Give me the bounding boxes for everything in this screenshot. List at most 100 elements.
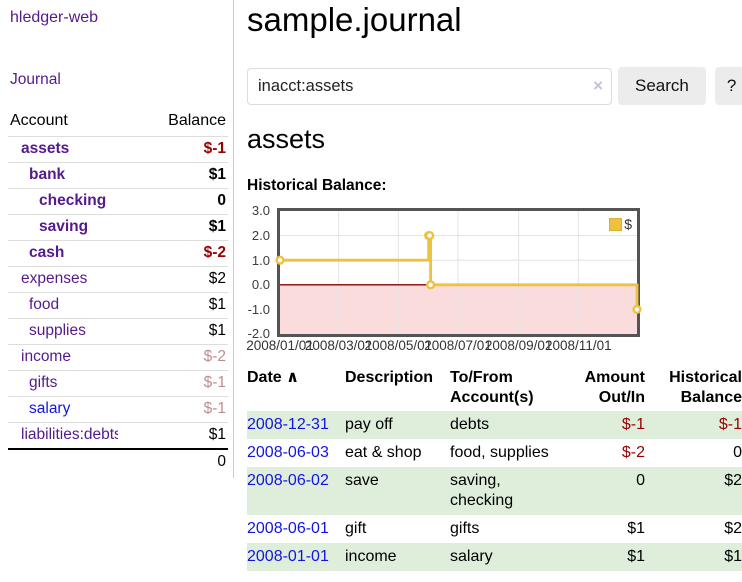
account-balance: $-2 (118, 344, 228, 371)
x-tick-label: 2008/09/01 (484, 338, 553, 354)
y-tick-label: 0.0 (251, 277, 270, 293)
transaction-balance: 0 (733, 444, 742, 462)
account-row: expenses $2 (8, 266, 228, 293)
account-link-food[interactable]: food (29, 296, 60, 313)
accounts-header-row: Account Balance (8, 109, 228, 137)
account-row: income $-2 (8, 344, 228, 371)
chart-y-axis-labels: 3.0 2.0 1.0 0.0 -1.0 -2.0 (241, 203, 270, 341)
y-tick-label: 2.0 (251, 227, 270, 243)
transaction-description: income (345, 548, 397, 566)
chart-plot-area[interactable]: $ (275, 208, 642, 338)
account-link-supplies[interactable]: supplies (29, 322, 86, 339)
transaction-balance: $-1 (718, 416, 742, 434)
account-balance: $-2 (118, 240, 228, 267)
account-balance: $-1 (118, 396, 228, 423)
register-header-account: To/From Account(s) (450, 369, 534, 407)
account-row: bank $1 (8, 162, 228, 189)
accounts-table: Account Balance assets $-1 bank $1 check… (8, 109, 228, 475)
account-heading: assets (247, 124, 326, 155)
transaction-date-link[interactable]: 2008-01-01 (247, 548, 329, 566)
account-link-expenses[interactable]: expenses (21, 270, 88, 287)
register-header-date[interactable]: Date ∧ (247, 369, 300, 387)
account-link-assets[interactable]: assets (21, 140, 70, 157)
transaction-amount: $1 (627, 548, 645, 566)
x-tick-label: 2008/05/01 (364, 338, 433, 354)
account-row: salary $-1 (8, 396, 228, 423)
transaction-balance: $1 (724, 548, 742, 566)
register-row[interactable]: 2008-06-01 gift gifts $1 $2 (247, 515, 742, 543)
transaction-balance: $2 (724, 520, 742, 538)
register-row[interactable]: 2008-06-02 save saving, checking 0 $2 (247, 467, 742, 516)
account-link-saving[interactable]: saving (39, 218, 89, 235)
account-link-checking[interactable]: checking (39, 192, 107, 209)
account-link-salary[interactable]: salary (29, 400, 71, 417)
account-row: supplies $1 (8, 318, 228, 345)
register-row[interactable]: 2008-01-01 income salary $1 $1 (247, 543, 742, 572)
accounts-header-account: Account (10, 112, 68, 129)
clear-search-icon[interactable]: × (593, 75, 603, 95)
transaction-accounts: gifts (450, 520, 480, 538)
x-tick-label: 2008/01/01 (246, 338, 314, 354)
transaction-amount: $1 (627, 520, 645, 538)
account-balance: $1 (118, 292, 228, 319)
transaction-accounts: food, supplies (450, 444, 549, 462)
app-title-link[interactable]: hledger-web (10, 9, 99, 26)
accounts-total-row: 0 (8, 448, 228, 475)
transaction-accounts: saving, checking (450, 472, 514, 510)
legend-color-swatch (609, 217, 623, 231)
transaction-date-link[interactable]: 2008-06-02 (247, 472, 329, 490)
x-tick-label: 2008/03/01 (304, 338, 373, 354)
search-button[interactable]: Search (618, 67, 706, 106)
account-row: food $1 (8, 292, 228, 319)
register-row[interactable]: 2008-12-31 pay off debts $-1 $-1 (247, 411, 742, 440)
account-balance: $-1 (118, 136, 228, 163)
register-row[interactable]: 2008-06-03 eat & shop food, supplies $-2… (247, 439, 742, 467)
account-link-bank[interactable]: bank (29, 166, 66, 183)
account-link-gifts[interactable]: gifts (29, 374, 58, 391)
transaction-date-link[interactable]: 2008-06-03 (247, 444, 329, 462)
account-balance: $1 (118, 162, 228, 189)
account-link-income[interactable]: income (21, 348, 71, 365)
transaction-amount: 0 (636, 472, 645, 490)
account-row: checking 0 (8, 188, 228, 215)
sidebar-item-journal[interactable]: Journal (10, 71, 61, 88)
transaction-balance: $2 (724, 472, 742, 490)
sidebar: hledger-web Journal Account Balance asse… (0, 0, 234, 478)
register-header-row: Date ∧ Description To/From Account(s) Am… (247, 365, 742, 411)
y-tick-label: -2.0 (247, 326, 270, 342)
main-content: sample.journal × Search ? assets Histori… (234, 0, 742, 572)
account-row: cash $-2 (8, 240, 228, 267)
register-table: Date ∧ Description To/From Account(s) Am… (247, 365, 742, 572)
transaction-date-link[interactable]: 2008-12-31 (247, 416, 329, 434)
y-tick-label: 1.0 (251, 252, 270, 268)
account-balance: $1 (118, 318, 228, 345)
transaction-description: gift (345, 520, 367, 538)
page-title: sample.journal (247, 1, 462, 38)
account-link-liabilities-debts[interactable]: liabilities:debts (21, 426, 118, 443)
transaction-description: save (345, 472, 379, 490)
account-link-cash[interactable]: cash (29, 244, 65, 261)
account-row: gifts $-1 (8, 370, 228, 397)
transaction-accounts: debts (450, 416, 490, 434)
search-input[interactable] (247, 67, 612, 105)
account-row: saving $1 (8, 214, 228, 241)
legend-label: $ (624, 216, 632, 233)
search-form: × Search ? (247, 67, 742, 106)
y-tick-label: -1.0 (247, 301, 270, 317)
account-row: liabilities:debts $1 (8, 422, 228, 449)
transaction-description: pay off (345, 416, 393, 434)
account-balance: $1 (118, 422, 228, 449)
account-balance: 0 (118, 188, 228, 215)
transaction-date-link[interactable]: 2008-06-01 (247, 520, 329, 538)
transaction-accounts: salary (450, 548, 493, 566)
account-row: assets $-1 (8, 136, 228, 163)
account-balance: $2 (118, 266, 228, 293)
transaction-amount: $-1 (621, 416, 645, 434)
transaction-description: eat & shop (345, 444, 422, 462)
sort-ascending-icon: ∧ (286, 369, 300, 387)
account-balance: $1 (118, 214, 228, 241)
chart-title: Historical Balance: (247, 177, 387, 195)
help-button[interactable]: ? (714, 67, 742, 106)
chart-canvas (275, 211, 642, 335)
